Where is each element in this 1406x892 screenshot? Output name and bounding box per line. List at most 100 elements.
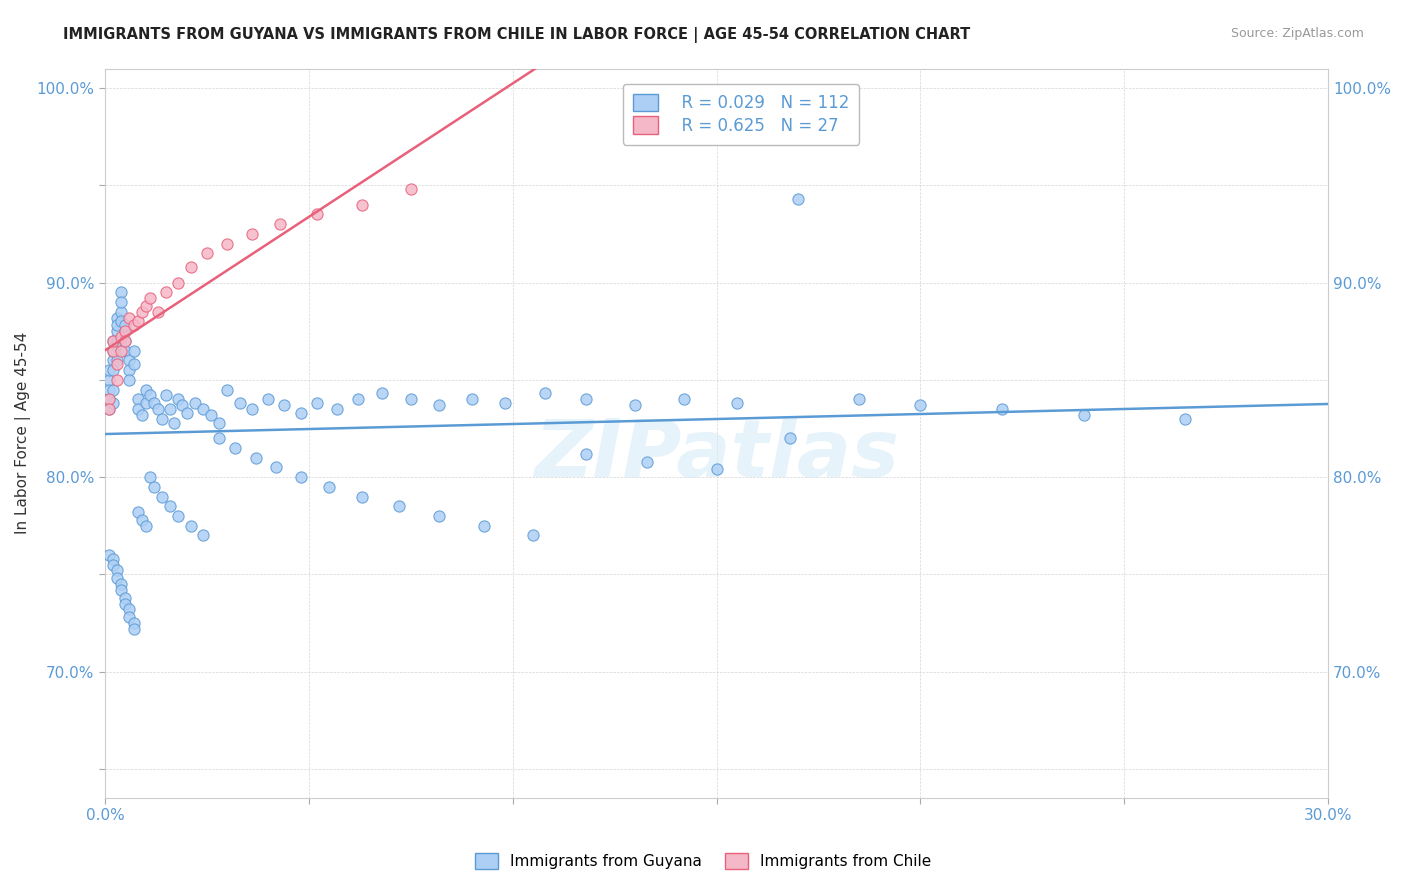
Point (195, 246, 218, 260)
Point (150, 490, 173, 504)
Point (290, 406, 312, 420)
Point (101, 334, 124, 348)
Point (139, 291, 162, 305)
Legend: Immigrants from Guyana, Immigrants from Chile: Immigrants from Guyana, Immigrants from … (468, 847, 938, 875)
Point (135, 518, 157, 533)
Point (101, 334, 124, 348)
Point (105, 334, 128, 348)
Point (105, 324, 128, 338)
Point (118, 353, 141, 368)
Point (118, 310, 141, 325)
Point (240, 227, 263, 241)
Point (114, 343, 136, 358)
Point (217, 236, 239, 251)
Point (114, 318, 136, 333)
Point (636, 454, 658, 468)
Point (110, 314, 132, 328)
Point (105, 353, 128, 368)
Point (991, 401, 1014, 416)
Point (127, 505, 149, 519)
Point (399, 182, 422, 196)
Point (114, 324, 136, 338)
Text: IMMIGRANTS FROM GUYANA VS IMMIGRANTS FROM CHILE IN LABOR FORCE | AGE 45-54 CORRE: IMMIGRANTS FROM GUYANA VS IMMIGRANTS FRO… (63, 27, 970, 43)
Point (167, 392, 190, 407)
Point (494, 396, 516, 410)
Point (135, 299, 157, 313)
Point (101, 558, 124, 572)
Point (146, 304, 169, 318)
Point (159, 500, 181, 514)
Point (155, 388, 177, 402)
Point (114, 334, 136, 348)
Point (105, 373, 128, 387)
Point (180, 260, 202, 274)
Point (183, 396, 205, 410)
Y-axis label: In Labor Force | Age 45-54: In Labor Force | Age 45-54 (15, 332, 31, 534)
Point (105, 564, 128, 578)
Point (387, 500, 409, 514)
Point (787, 192, 810, 206)
Point (522, 528, 544, 542)
Point (105, 357, 128, 371)
Point (110, 330, 132, 344)
Point (150, 411, 173, 425)
Point (163, 416, 186, 430)
Point (326, 401, 349, 416)
Point (146, 401, 169, 416)
Point (110, 304, 132, 318)
Point (142, 480, 165, 494)
Point (427, 508, 450, 523)
Point (114, 591, 136, 605)
Point (264, 460, 287, 475)
Point (131, 513, 153, 527)
Point (101, 396, 124, 410)
Point (114, 597, 136, 611)
Point (114, 324, 136, 338)
Point (191, 401, 214, 416)
Point (159, 401, 181, 416)
Point (122, 343, 145, 358)
Point (98, 392, 121, 407)
Point (135, 383, 157, 397)
Point (1073, 408, 1095, 422)
Point (427, 398, 450, 412)
Point (167, 276, 190, 290)
Point (167, 508, 190, 523)
Point (155, 285, 177, 300)
Point (224, 441, 246, 455)
Text: ZIPatlas: ZIPatlas (534, 417, 898, 494)
Point (101, 353, 124, 368)
Point (350, 490, 373, 504)
Point (101, 343, 124, 358)
Point (290, 470, 312, 484)
Point (110, 582, 132, 597)
Point (101, 383, 124, 397)
Point (98, 363, 121, 377)
Point (191, 528, 214, 542)
Point (98, 383, 121, 397)
Point (245, 450, 267, 465)
Point (273, 398, 295, 412)
Point (706, 462, 728, 476)
Point (672, 392, 695, 407)
Point (200, 408, 222, 422)
Point (118, 363, 141, 377)
Point (575, 447, 598, 461)
Point (228, 396, 250, 410)
Point (105, 571, 128, 585)
Point (122, 357, 145, 371)
Point (98, 401, 121, 416)
Point (725, 396, 748, 410)
Point (110, 285, 132, 300)
Text: Source: ZipAtlas.com: Source: ZipAtlas.com (1230, 27, 1364, 40)
Point (118, 602, 141, 616)
Point (131, 408, 153, 422)
Point (101, 551, 124, 566)
Point (110, 295, 132, 310)
Point (180, 518, 202, 533)
Point (350, 197, 373, 211)
Point (208, 431, 231, 445)
Point (122, 615, 145, 630)
Point (240, 401, 263, 416)
Point (534, 386, 557, 401)
